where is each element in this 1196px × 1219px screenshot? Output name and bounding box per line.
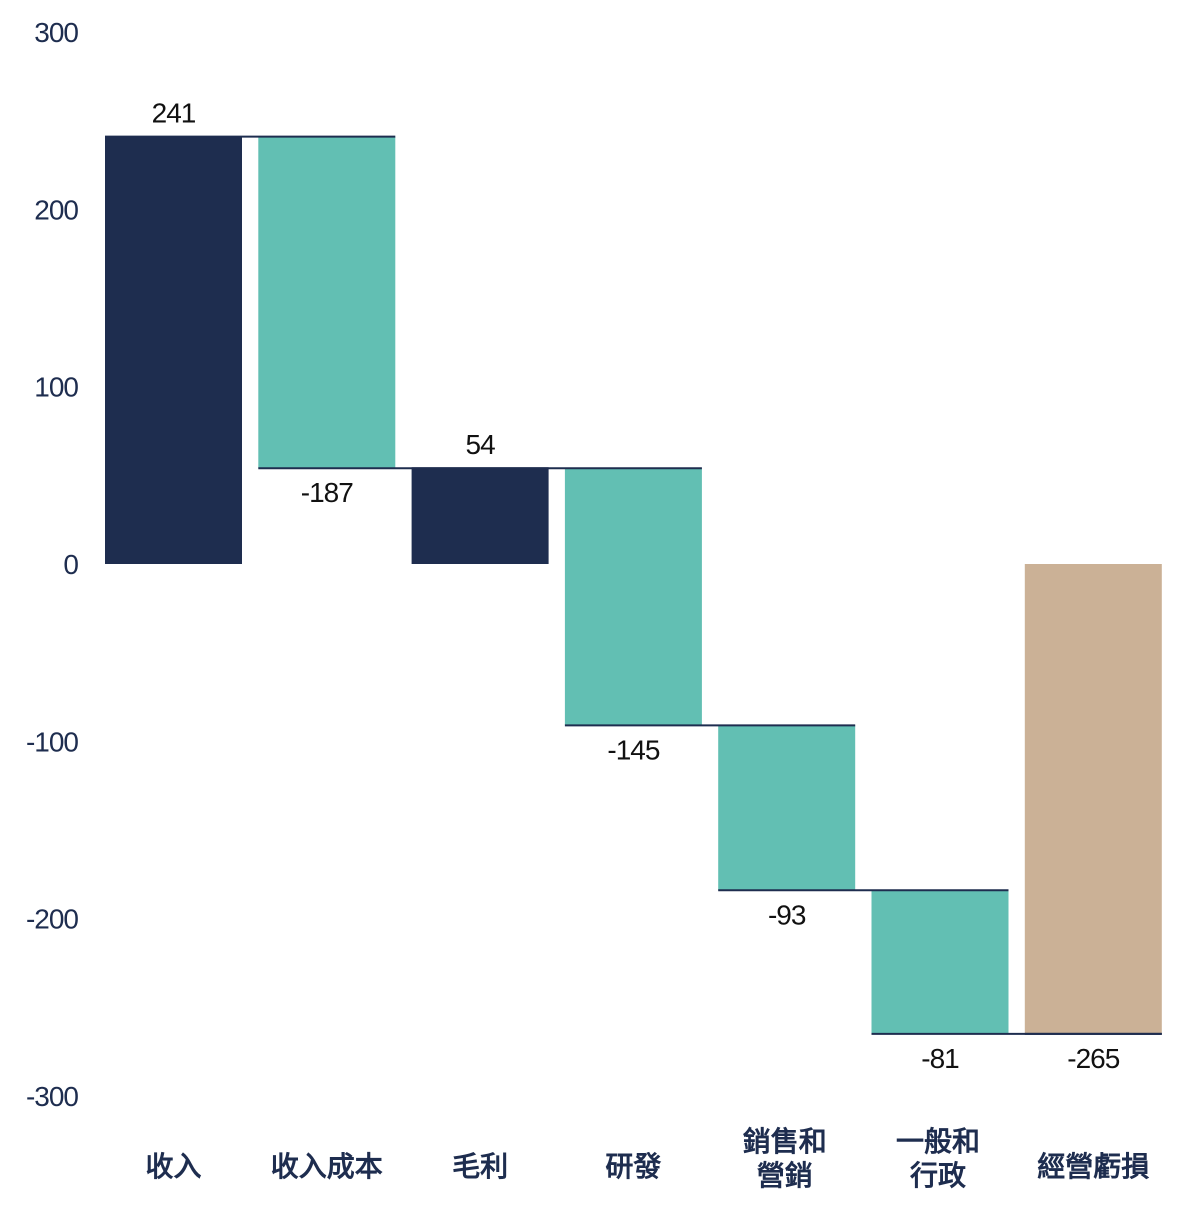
category-label: 一般和 [896,1125,980,1158]
data-label: -145 [607,734,659,765]
category-label: 銷售和 [743,1125,827,1158]
connectors [105,135,1162,1035]
category-label: 收入 [145,1150,201,1183]
category-label: 收入成本 [271,1150,383,1183]
category-label: 營銷 [757,1159,813,1192]
data-label: -81 [921,1043,959,1074]
y-tick-label: 200 [34,194,78,225]
y-axis: 300 200 100 0 -100 -200 -300 [26,17,79,1112]
category-label: 研發 [605,1150,661,1183]
y-tick-label: -100 [26,726,78,757]
bar-1 [258,136,396,469]
y-tick-label: 0 [63,549,78,580]
data-label: 54 [466,429,496,460]
bar-5 [871,890,1009,1034]
bar-4 [718,725,856,891]
bar-2 [411,468,549,564]
y-tick-label: 300 [34,17,78,48]
data-label: 241 [152,98,196,129]
category-label: 行政 [909,1159,966,1192]
bar-0 [105,136,242,565]
bar-6 [1024,564,1162,1034]
data-label: -93 [768,899,806,930]
y-tick-label: -300 [26,1081,78,1112]
bar-3 [564,468,702,726]
category-label: 經營虧損 [1037,1150,1149,1183]
y-tick-label: -200 [26,904,78,935]
data-labels: 241 -187 54 -145 -93 -81 -265 [152,98,1121,1074]
data-label: -187 [301,477,353,508]
category-label: 毛利 [452,1150,508,1183]
data-label: -265 [1067,1043,1119,1074]
y-tick-label: 100 [34,372,78,403]
bars [105,136,1162,1034]
